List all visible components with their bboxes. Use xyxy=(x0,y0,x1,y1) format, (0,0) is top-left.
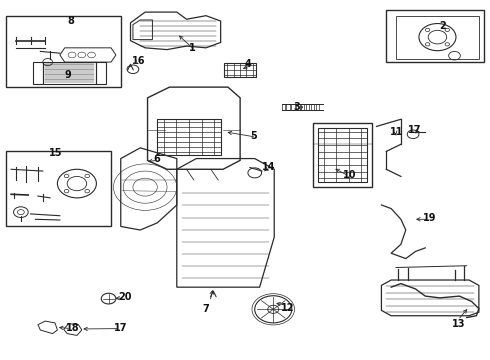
Bar xyxy=(291,104,294,111)
Bar xyxy=(282,104,285,111)
Text: 15: 15 xyxy=(49,148,62,158)
Text: 2: 2 xyxy=(439,21,446,31)
Bar xyxy=(287,104,290,111)
Bar xyxy=(316,104,319,111)
Text: 8: 8 xyxy=(68,16,74,26)
Text: 12: 12 xyxy=(281,302,294,312)
Text: 19: 19 xyxy=(423,213,436,223)
Bar xyxy=(6,16,121,87)
Text: 11: 11 xyxy=(390,127,403,137)
Text: 6: 6 xyxy=(153,154,160,163)
Bar xyxy=(97,62,106,84)
Text: 10: 10 xyxy=(343,170,356,180)
Bar xyxy=(33,62,43,84)
Bar xyxy=(6,152,111,226)
Bar xyxy=(43,62,97,84)
Bar xyxy=(296,104,299,111)
Text: 13: 13 xyxy=(452,319,466,329)
Text: 4: 4 xyxy=(245,59,252,69)
Text: 17: 17 xyxy=(115,323,128,333)
Text: 5: 5 xyxy=(250,131,257,141)
Text: 9: 9 xyxy=(65,69,72,80)
Text: 16: 16 xyxy=(131,56,145,66)
Text: 20: 20 xyxy=(118,292,132,302)
Text: 1: 1 xyxy=(189,43,196,53)
Bar xyxy=(311,104,314,111)
Bar xyxy=(301,104,304,111)
Bar xyxy=(306,104,309,111)
Text: 17: 17 xyxy=(408,125,422,135)
Text: 18: 18 xyxy=(66,323,79,333)
Text: 14: 14 xyxy=(262,162,275,172)
Bar xyxy=(386,10,484,62)
Text: 3: 3 xyxy=(294,102,300,112)
Text: 7: 7 xyxy=(202,303,209,314)
